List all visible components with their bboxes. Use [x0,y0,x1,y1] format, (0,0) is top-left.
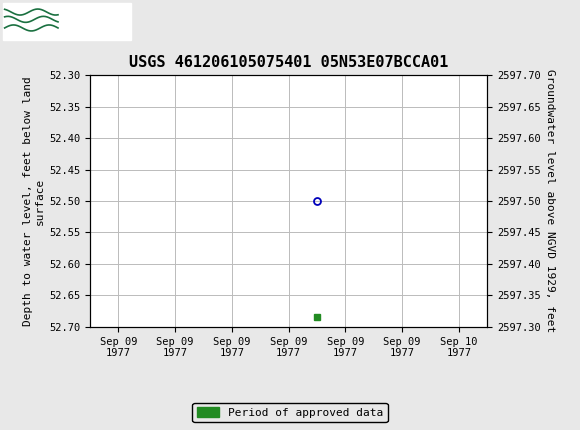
Bar [3,3,130,40]
Text: USGS: USGS [64,12,124,31]
Legend: Period of approved data: Period of approved data [193,403,387,422]
Title: USGS 461206105075401 05N53E07BCCA01: USGS 461206105075401 05N53E07BCCA01 [129,55,448,70]
Y-axis label: Depth to water level, feet below land
surface: Depth to water level, feet below land su… [23,76,45,326]
Y-axis label: Groundwater level above NGVD 1929, feet: Groundwater level above NGVD 1929, feet [545,69,555,333]
